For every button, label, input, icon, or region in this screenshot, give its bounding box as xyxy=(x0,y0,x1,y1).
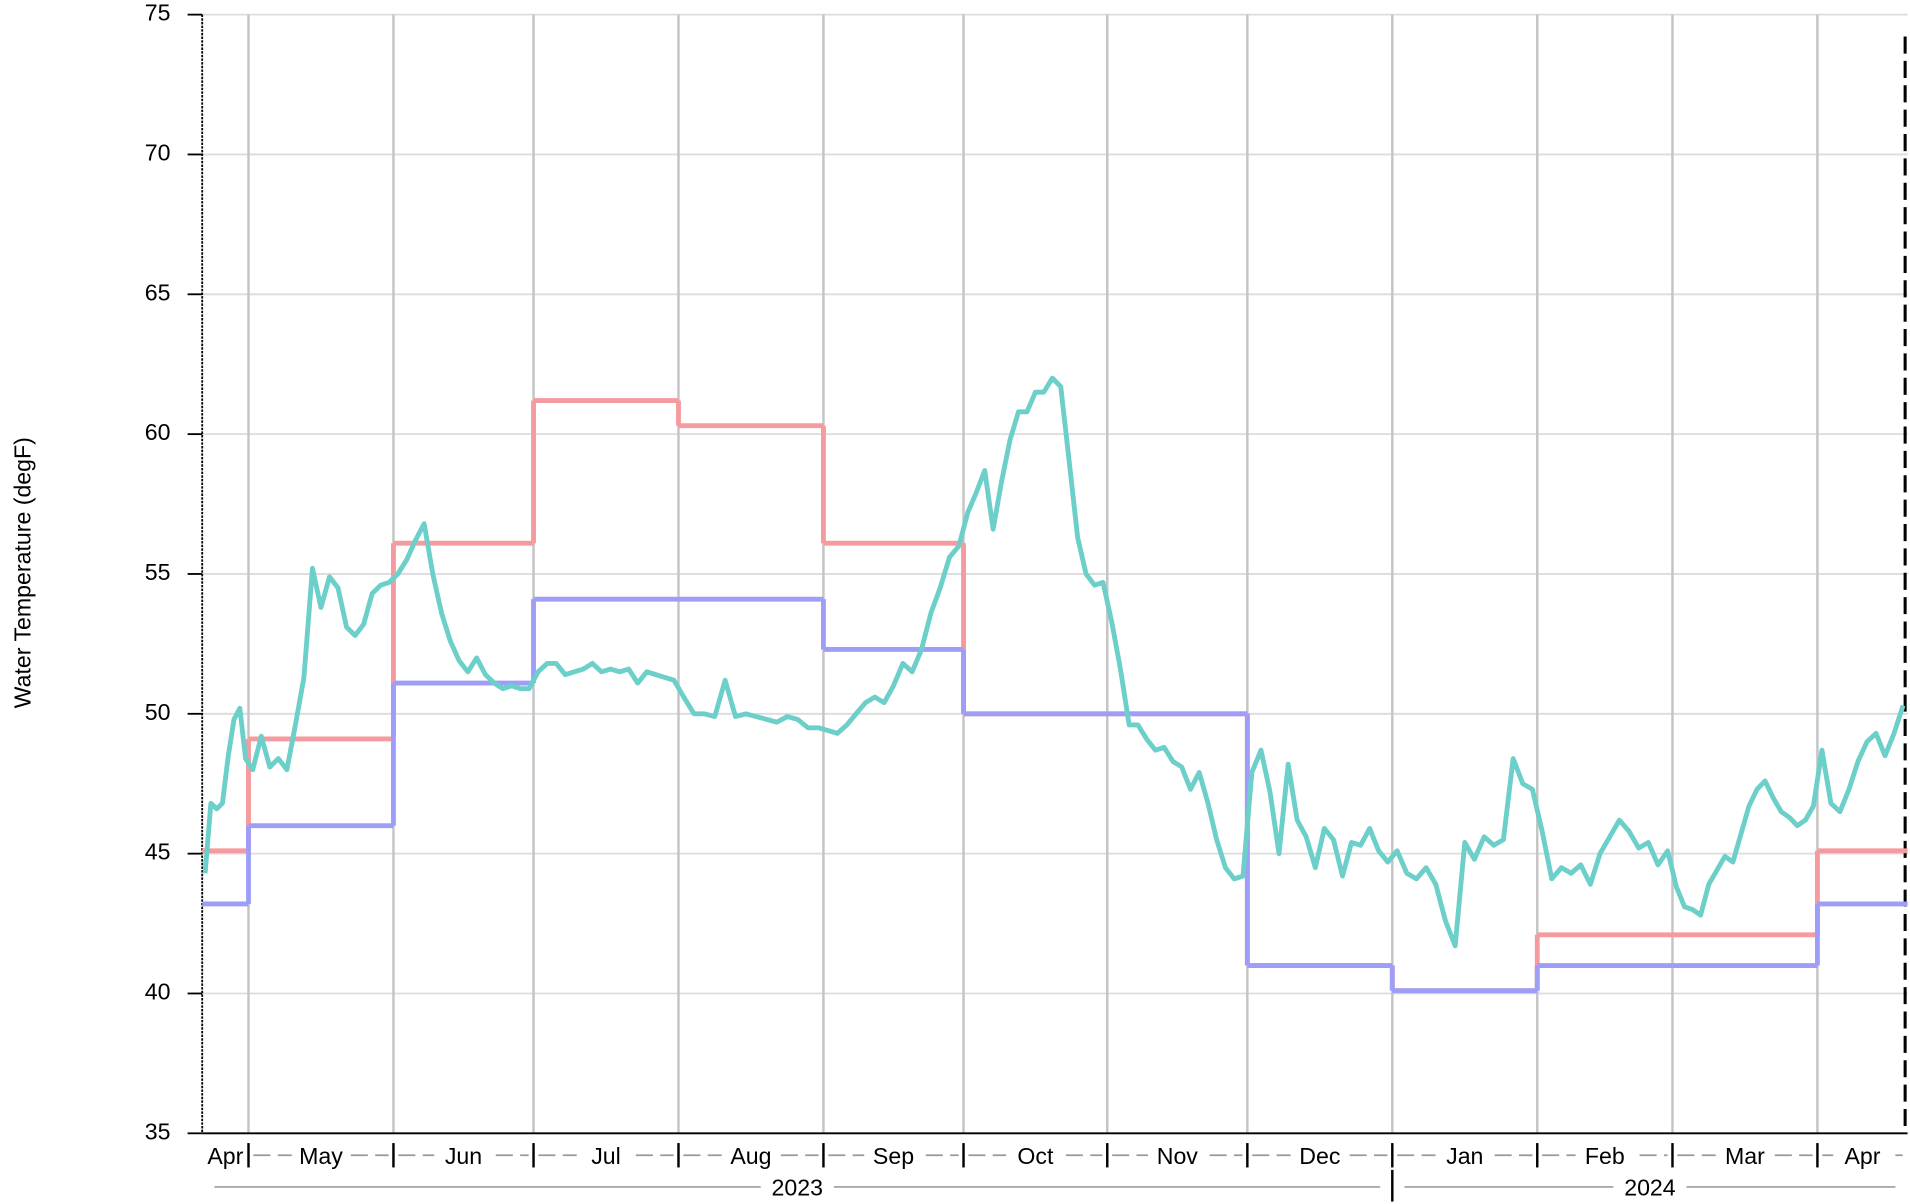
label-bg xyxy=(864,1143,923,1170)
label-bg xyxy=(1833,1143,1892,1170)
label-bg xyxy=(1575,1143,1635,1170)
x-tick-label: Dec xyxy=(1299,1143,1340,1169)
label-bg xyxy=(1613,1173,1687,1201)
y-tick-label: 60 xyxy=(145,419,171,445)
label-bg xyxy=(434,1143,493,1170)
label-bg xyxy=(1148,1143,1207,1170)
y-tick-label: 40 xyxy=(145,979,171,1005)
y-axis-label: Water Temperature (degF) xyxy=(9,437,35,708)
label-bg xyxy=(1435,1143,1495,1170)
label-bg xyxy=(760,1173,834,1201)
y-tick-label: 75 xyxy=(145,0,171,26)
label-bg xyxy=(1715,1143,1775,1170)
label-bg xyxy=(1006,1143,1065,1170)
y-tick-label: 65 xyxy=(145,279,171,305)
y-tick-label: 70 xyxy=(145,140,171,166)
x-tick-label: Apr xyxy=(1844,1143,1880,1169)
year-label: 2023 xyxy=(772,1174,823,1200)
x-tick-label: Aug xyxy=(730,1143,771,1169)
year-label: 2024 xyxy=(1624,1174,1676,1200)
y-tick-label: 50 xyxy=(145,699,171,725)
y-tick-label: 45 xyxy=(145,839,171,865)
x-tick-label: Oct xyxy=(1017,1143,1054,1169)
label-bg xyxy=(576,1143,636,1170)
label-bg xyxy=(196,1143,255,1170)
x-tick-label: May xyxy=(299,1143,343,1169)
x-tick-label: Jun xyxy=(445,1143,482,1169)
temperature-line xyxy=(202,375,1906,949)
x-tick-label: Sep xyxy=(873,1143,914,1169)
x-tick-label: Apr xyxy=(207,1143,243,1169)
label-bg xyxy=(721,1143,781,1170)
x-tick-label: Feb xyxy=(1585,1143,1625,1169)
x-tick-label: Mar xyxy=(1725,1143,1765,1169)
label-bg xyxy=(291,1143,351,1170)
x-tick-label: Jan xyxy=(1446,1143,1483,1169)
label-bg xyxy=(1290,1143,1350,1170)
x-tick-label: Jul xyxy=(591,1143,621,1169)
y-tick-label: 55 xyxy=(145,559,171,585)
y-tick-label: 35 xyxy=(145,1118,171,1144)
x-tick-label: Nov xyxy=(1157,1143,1199,1169)
